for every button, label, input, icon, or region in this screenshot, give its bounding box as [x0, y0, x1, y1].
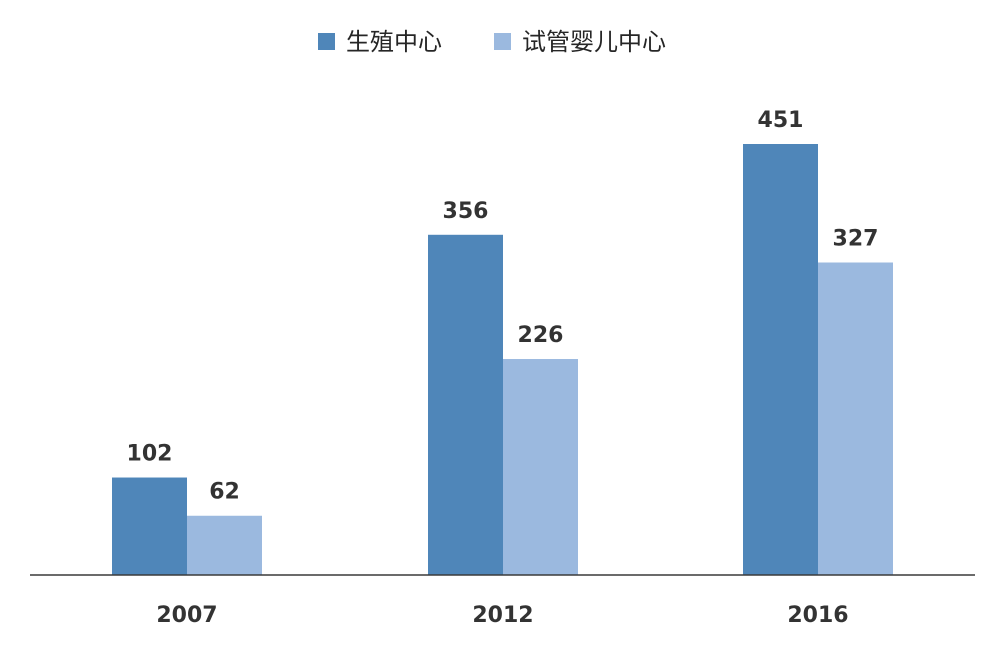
data-labels-group: 102 62 356 226 451 327: [127, 108, 879, 505]
bar-2016-series-2: [818, 262, 893, 575]
legend-label-1: 生殖中心: [346, 28, 442, 56]
legend: 生殖中心 试管婴儿中心: [318, 28, 666, 56]
legend-swatch-2: [494, 33, 511, 50]
bar-2012-series-1: [428, 234, 503, 575]
legend-swatch-1: [318, 33, 335, 50]
data-label-2007-series-2: 62: [209, 480, 240, 505]
x-tick-label-2016: 2016: [787, 603, 848, 628]
bar-2012-series-2: [503, 359, 578, 575]
data-label-2012-series-2: 226: [518, 323, 564, 348]
bar-2016-series-1: [743, 144, 818, 575]
bars-group: [112, 144, 893, 575]
x-tick-labels-group: 2007 2012 2016: [156, 603, 848, 628]
data-label-2016-series-2: 327: [833, 227, 879, 252]
data-label-2012-series-1: 356: [443, 199, 489, 224]
x-tick-label-2007: 2007: [156, 603, 217, 628]
bar-2007-series-2: [187, 515, 262, 575]
x-tick-label-2012: 2012: [472, 603, 533, 628]
legend-label-2: 试管婴儿中心: [522, 28, 666, 56]
data-label-2007-series-1: 102: [127, 442, 173, 467]
bar-2007-series-1: [112, 477, 187, 575]
data-label-2016-series-1: 451: [758, 108, 804, 133]
